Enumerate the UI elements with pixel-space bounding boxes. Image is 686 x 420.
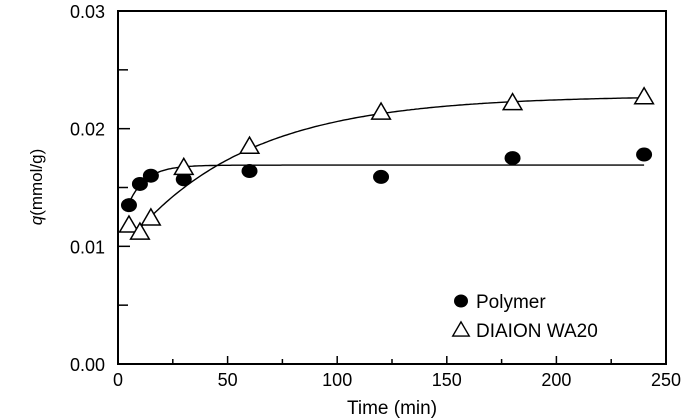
x-tick-label: 100 <box>322 370 352 390</box>
point-polymer <box>120 198 137 213</box>
y-tick-label: 0.00 <box>70 355 105 375</box>
fit-curve-polymer <box>126 164 645 209</box>
y-tick-label: 0.03 <box>70 2 105 22</box>
legend: Polymer DIAION WA20 <box>451 292 598 342</box>
point-polymer <box>131 176 148 191</box>
plot-frame <box>117 10 667 365</box>
x-tick-label: 200 <box>541 370 571 390</box>
point-diaion-wa20 <box>501 92 524 111</box>
x-tick-label: 0 <box>113 370 123 390</box>
x-tick-label: 150 <box>432 370 462 390</box>
point-diaion-wa20 <box>140 207 162 226</box>
point-polymer <box>142 168 159 183</box>
legend-marker-polymer <box>454 294 468 308</box>
legend-marker-diaion-wa20 <box>451 320 471 337</box>
point-polymer <box>504 151 521 166</box>
point-polymer <box>241 164 258 179</box>
point-polymer <box>636 147 653 162</box>
axes: 0 50 100 150 200 250 0.00 0.01 0.02 0.03 <box>70 2 681 390</box>
y-tick-label: 0.01 <box>70 237 105 257</box>
x-tick-label: 250 <box>651 370 681 390</box>
y-tick-label: 0.02 <box>70 120 105 140</box>
y-axis-label: q(mmol/g) <box>27 149 46 226</box>
data-points <box>118 86 655 240</box>
point-diaion-wa20 <box>118 214 140 233</box>
legend-label-diaion-wa20: DIAION WA20 <box>476 321 598 342</box>
point-diaion-wa20 <box>370 101 392 120</box>
point-polymer <box>373 169 390 184</box>
x-axis-label: Time (min) <box>347 398 437 419</box>
y-axis-label-unit: (mmol/g) <box>27 149 46 216</box>
point-diaion-wa20 <box>129 221 151 240</box>
point-diaion-wa20 <box>633 86 655 105</box>
point-diaion-wa20 <box>173 156 195 176</box>
fit-curve-diaion-wa20 <box>137 97 645 232</box>
legend-label-polymer: Polymer <box>476 292 546 313</box>
x-tick-label: 50 <box>218 370 238 390</box>
point-diaion-wa20 <box>238 135 261 154</box>
point-polymer <box>175 172 192 187</box>
fit-curves <box>126 97 645 232</box>
